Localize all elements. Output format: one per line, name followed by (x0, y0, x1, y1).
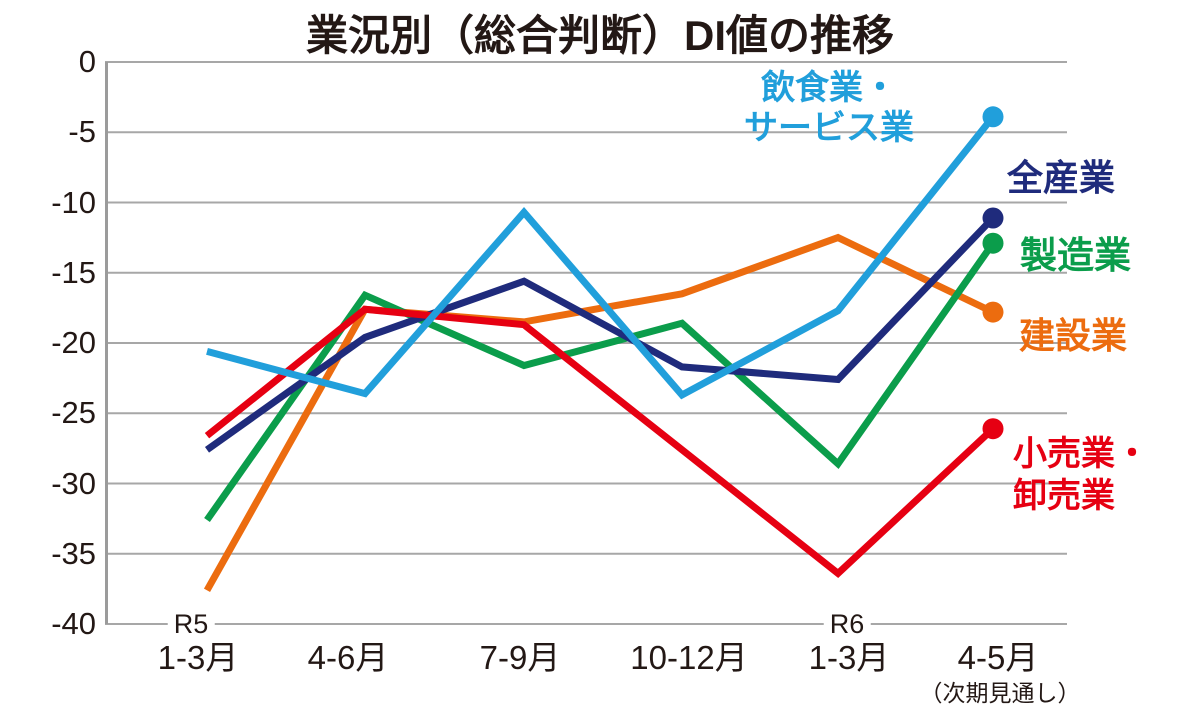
legend-label-line: 卸売業 (1013, 477, 1115, 515)
x-tick-label: 4-5月 (957, 639, 1039, 676)
legend-label-construction: 建設業 (1019, 315, 1127, 356)
legend-label-line: 建設業 (1019, 315, 1128, 356)
endpoint-dot-manufacturing (982, 232, 1004, 254)
y-tick-label: -10 (51, 184, 96, 220)
y-tick-label: -40 (51, 606, 96, 641)
chart-title: 業況別（総合判断）DI値の推移 (305, 12, 894, 59)
era-label-r5: R5 (167, 609, 215, 639)
legend-label-all-industries: 全産業 (1007, 157, 1115, 198)
y-tick-label: -35 (51, 535, 96, 571)
endpoint-dot-construction (982, 301, 1004, 323)
legend-label-food-service: 飲食業・ サービス業 (740, 68, 918, 148)
series-line-retail-wholesale (204, 305, 996, 579)
legend-label-line: サービス業 (744, 109, 914, 147)
x-tick-label: 7-9月 (479, 639, 561, 676)
y-tick-label: -25 (51, 395, 96, 431)
endpoint-dot-food-service (982, 106, 1004, 128)
x-tick-label: 10-12月 (630, 639, 748, 676)
era-label-r6: R6 (823, 609, 871, 639)
legend-label-retail-wholesale: 小売業・ 卸売業 (1013, 433, 1149, 517)
y-tick-label: 0 (78, 44, 96, 79)
y-tick-label: -5 (68, 114, 96, 150)
series-line-all-industries (204, 215, 996, 453)
x-tick-label: 1-3月 (157, 639, 239, 676)
y-tick-label: -30 (51, 465, 96, 501)
x-tick-label: 4-6月 (307, 639, 389, 676)
legend-label-line: 製造業 (1020, 235, 1131, 276)
endpoint-dot-all-industries (982, 207, 1004, 229)
legend-label-manufacturing: 製造業 (1020, 234, 1131, 277)
endpoint-dot-retail-wholesale (982, 418, 1004, 440)
x-tick-label: 1-3月 (808, 639, 890, 676)
y-tick-label: -20 (51, 325, 96, 360)
forecast-note: （次期見通し） (919, 680, 1081, 706)
legend-label-line: 小売業・ (1013, 435, 1149, 473)
legend-label-line: 飲食業・ (761, 69, 897, 107)
legend-label-line: 全産業 (1007, 157, 1116, 198)
series-line-food-service (206, 114, 996, 400)
y-tick-label: -15 (51, 254, 96, 290)
